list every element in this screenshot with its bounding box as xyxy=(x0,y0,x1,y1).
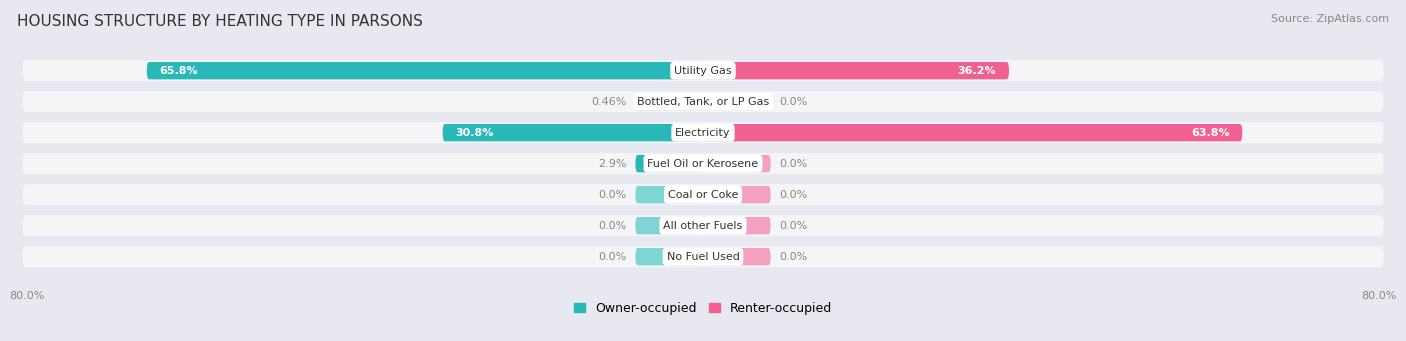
FancyBboxPatch shape xyxy=(146,62,703,79)
FancyBboxPatch shape xyxy=(703,124,1243,142)
Legend: Owner-occupied, Renter-occupied: Owner-occupied, Renter-occupied xyxy=(568,297,838,320)
FancyBboxPatch shape xyxy=(703,93,770,110)
Text: 0.0%: 0.0% xyxy=(779,252,807,262)
FancyBboxPatch shape xyxy=(703,186,770,203)
Text: No Fuel Used: No Fuel Used xyxy=(666,252,740,262)
Text: Electricity: Electricity xyxy=(675,128,731,138)
Text: 36.2%: 36.2% xyxy=(957,66,997,76)
Text: 0.0%: 0.0% xyxy=(779,97,807,107)
Text: 30.8%: 30.8% xyxy=(456,128,494,138)
FancyBboxPatch shape xyxy=(22,215,1384,236)
FancyBboxPatch shape xyxy=(22,122,1384,143)
FancyBboxPatch shape xyxy=(22,153,1384,174)
Text: 2.9%: 2.9% xyxy=(599,159,627,169)
FancyBboxPatch shape xyxy=(22,184,1384,205)
FancyBboxPatch shape xyxy=(22,60,1384,81)
Text: 0.0%: 0.0% xyxy=(779,221,807,231)
Text: 0.0%: 0.0% xyxy=(779,190,807,200)
Text: Fuel Oil or Kerosene: Fuel Oil or Kerosene xyxy=(647,159,759,169)
Text: 0.46%: 0.46% xyxy=(592,97,627,107)
Text: 65.8%: 65.8% xyxy=(159,66,198,76)
Text: 63.8%: 63.8% xyxy=(1191,128,1230,138)
Text: HOUSING STRUCTURE BY HEATING TYPE IN PARSONS: HOUSING STRUCTURE BY HEATING TYPE IN PAR… xyxy=(17,14,423,29)
FancyBboxPatch shape xyxy=(636,155,703,172)
FancyBboxPatch shape xyxy=(703,155,770,172)
FancyBboxPatch shape xyxy=(22,91,1384,112)
Text: Source: ZipAtlas.com: Source: ZipAtlas.com xyxy=(1271,14,1389,24)
FancyBboxPatch shape xyxy=(703,248,770,265)
Text: Coal or Coke: Coal or Coke xyxy=(668,190,738,200)
FancyBboxPatch shape xyxy=(443,124,703,142)
FancyBboxPatch shape xyxy=(636,248,703,265)
Text: 0.0%: 0.0% xyxy=(599,190,627,200)
Text: 0.0%: 0.0% xyxy=(599,252,627,262)
Text: Bottled, Tank, or LP Gas: Bottled, Tank, or LP Gas xyxy=(637,97,769,107)
FancyBboxPatch shape xyxy=(703,62,1010,79)
FancyBboxPatch shape xyxy=(636,186,703,203)
FancyBboxPatch shape xyxy=(636,93,703,110)
Text: Utility Gas: Utility Gas xyxy=(675,66,731,76)
FancyBboxPatch shape xyxy=(703,217,770,234)
FancyBboxPatch shape xyxy=(22,246,1384,267)
Text: All other Fuels: All other Fuels xyxy=(664,221,742,231)
FancyBboxPatch shape xyxy=(636,217,703,234)
Text: 0.0%: 0.0% xyxy=(599,221,627,231)
Text: 0.0%: 0.0% xyxy=(779,159,807,169)
